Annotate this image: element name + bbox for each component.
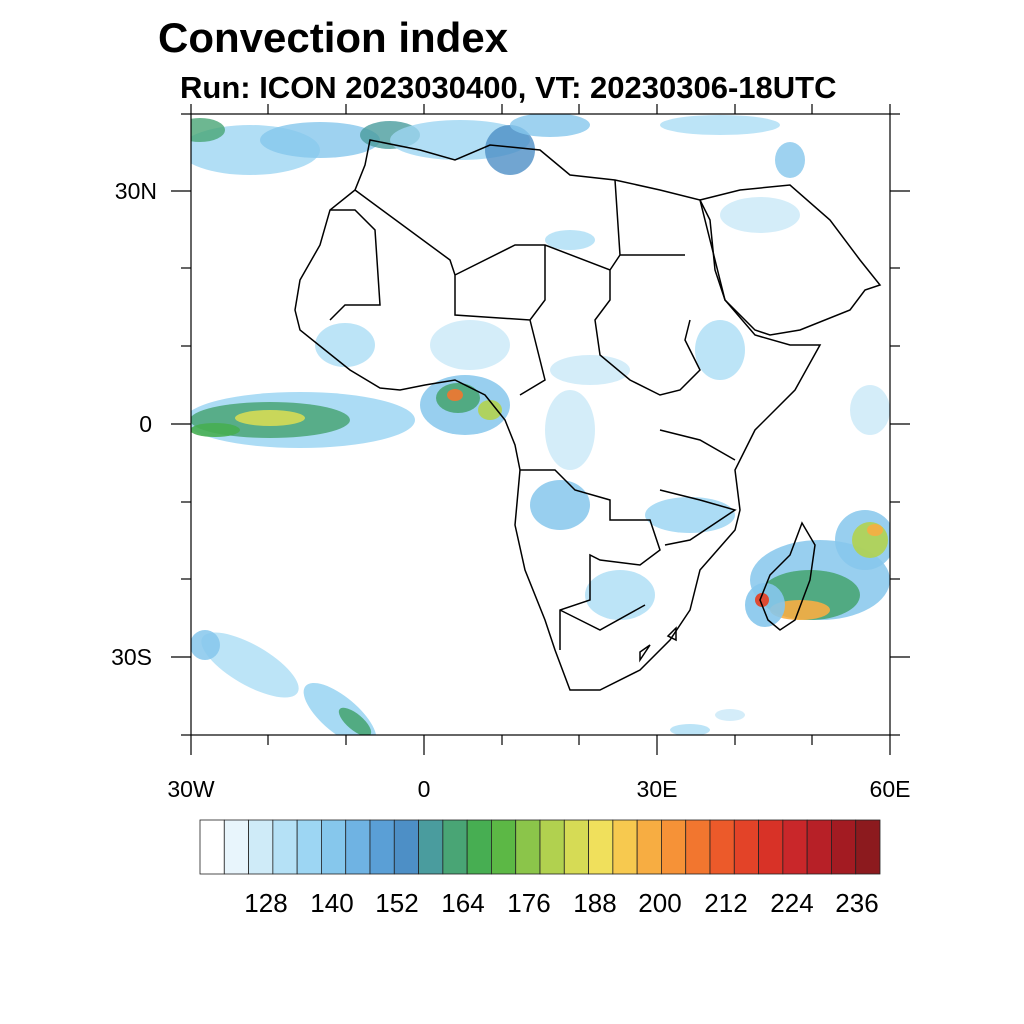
colorbar-label: 128 (244, 888, 287, 918)
colorbar-label: 188 (573, 888, 616, 918)
colorbar-box (321, 819, 347, 875)
lat-label-30s: 30S (111, 644, 152, 670)
colorbar-box (685, 819, 711, 875)
colorbar-box (272, 819, 298, 875)
colorbar-box (709, 819, 735, 875)
colorbar-box (223, 819, 249, 875)
colorbar-box (466, 819, 492, 875)
colorbar-label: 224 (770, 888, 813, 918)
colorbar-label: 152 (375, 888, 418, 918)
axis-labels: 30N 0 30S 30W 0 30E 60E (111, 178, 910, 802)
colorbar-box (491, 819, 517, 875)
axis-ticks (171, 104, 910, 755)
colorbar-box (369, 819, 395, 875)
colorbar (199, 819, 881, 875)
colorbar-box (612, 819, 638, 875)
colorbar-labels: 128 140 152 164 176 188 200 212 224 236 (244, 888, 878, 918)
colorbar-label: 212 (704, 888, 747, 918)
colorbar-label: 140 (310, 888, 353, 918)
colorbar-box (563, 819, 589, 875)
colorbar-box (199, 819, 225, 875)
colorbar-box (539, 819, 565, 875)
colorbar-box (831, 819, 857, 875)
colorbar-label: 236 (835, 888, 878, 918)
colorbar-box (393, 819, 419, 875)
colorbar-box (782, 819, 808, 875)
lat-label-0: 0 (139, 411, 152, 437)
colorbar-box (296, 819, 322, 875)
lon-label-30e: 30E (637, 776, 678, 802)
lon-label-30w: 30W (167, 776, 215, 802)
colorbar-box (855, 819, 881, 875)
colorbar-box (588, 819, 614, 875)
coastlines-and-borders (294, 139, 882, 691)
colorbar-label: 176 (507, 888, 550, 918)
colorbar-box (345, 819, 371, 875)
colorbar-label: 164 (441, 888, 484, 918)
lon-label-0: 0 (418, 776, 431, 802)
colorbar-box (636, 819, 662, 875)
colorbar-box (806, 819, 832, 875)
lon-label-60e: 60E (870, 776, 911, 802)
colorbar-box (758, 819, 784, 875)
colorbar-box (248, 819, 274, 875)
colorbar-box (661, 819, 687, 875)
map-title: Convection index (158, 14, 509, 61)
colorbar-label: 200 (638, 888, 681, 918)
convection-field (191, 114, 890, 735)
map-subtitle: Run: ICON 2023030400, VT: 20230306-18UTC (180, 70, 837, 105)
lat-label-30n: 30N (115, 178, 157, 204)
colorbar-box (418, 819, 444, 875)
colorbar-box (515, 819, 541, 875)
colorbar-box (733, 819, 759, 875)
colorbar-box (442, 819, 468, 875)
